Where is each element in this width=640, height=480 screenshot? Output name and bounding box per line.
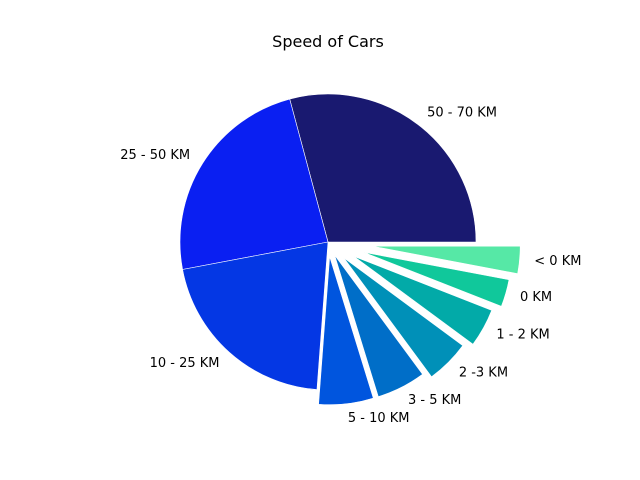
slice-label-6: 2 -3 KM: [459, 365, 508, 380]
slice-label-8: 0 KM: [520, 290, 552, 305]
pie-slice-5: [334, 255, 423, 398]
pie-slice-8: [363, 251, 510, 307]
pie-slice-2: [179, 98, 329, 270]
pie-slice-9: [372, 245, 521, 275]
slice-label-4: 5 - 10 KM: [348, 411, 410, 426]
pie-slice-1: [289, 93, 477, 243]
pie-slice-4: [318, 256, 374, 405]
slice-label-3: 10 - 25 KM: [150, 356, 220, 371]
slice-label-5: 3 - 5 KM: [408, 393, 461, 408]
slice-label-2: 25 - 50 KM: [120, 148, 190, 163]
slice-label-1: 50 - 70 KM: [427, 105, 497, 120]
slice-label-7: 1 - 2 KM: [496, 328, 549, 343]
pie-slice-6: [343, 257, 464, 378]
pie-slice-3: [182, 241, 329, 390]
chart-title: Speed of Cars: [272, 32, 384, 51]
slice-label-9: < 0 KM: [534, 254, 581, 269]
pie-slice-7: [353, 256, 493, 345]
